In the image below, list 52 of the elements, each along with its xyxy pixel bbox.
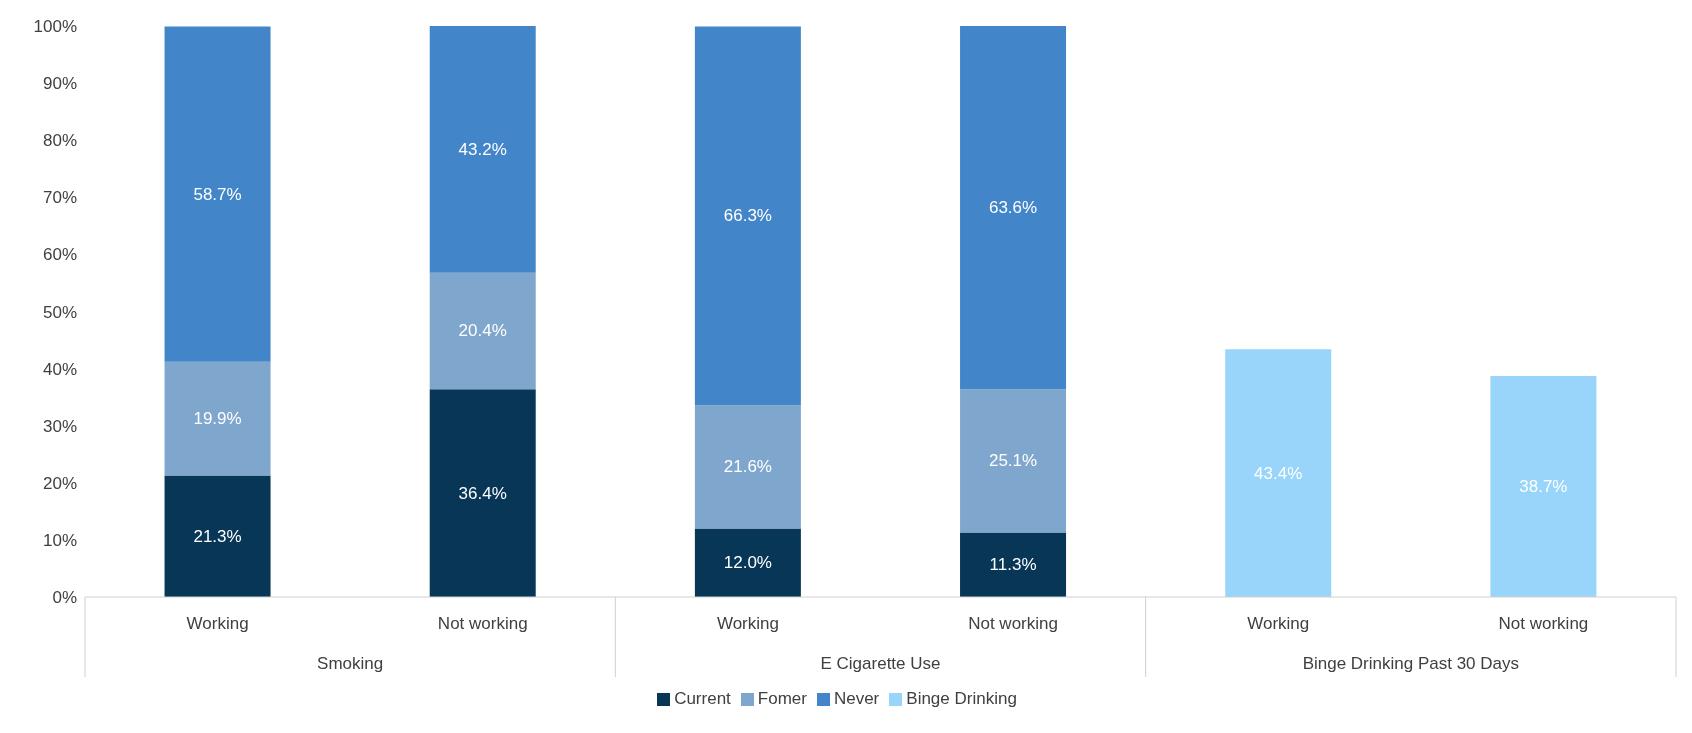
bar <box>1225 349 1332 597</box>
data-label: 12.0% <box>723 553 772 573</box>
data-label: 58.7% <box>193 184 242 204</box>
legend-label: Current <box>674 689 731 708</box>
text: Smoking <box>317 654 384 673</box>
y-tick-label: 10% <box>42 530 77 550</box>
x-tick-label: Working <box>186 614 249 633</box>
bar <box>429 272 536 390</box>
legend-label: Never <box>833 689 880 708</box>
x-tick-label: Not working <box>968 614 1058 633</box>
data-label: 20.4% <box>458 321 507 341</box>
y-tick-label: 60% <box>42 245 77 265</box>
bar <box>960 532 1067 597</box>
legend-label: Binge Drinking <box>906 689 1017 708</box>
bar <box>694 26 801 406</box>
bar <box>1490 376 1597 597</box>
bar <box>164 361 271 476</box>
bar <box>429 389 536 597</box>
y-tick-label: 90% <box>42 74 77 94</box>
y-tick-label: 30% <box>42 416 77 436</box>
legend-label: Fomer <box>757 689 807 708</box>
data-label: 11.3% <box>989 555 1037 575</box>
data-label: 43.2% <box>458 139 507 159</box>
x-tick-label: Working <box>1247 614 1310 633</box>
data-label: 63.6% <box>988 198 1038 218</box>
data-label: 66.3% <box>723 206 772 226</box>
bar <box>164 475 271 597</box>
data-label: 21.3% <box>193 526 242 546</box>
text: E Cigarette Use <box>820 654 941 673</box>
bar <box>429 26 536 273</box>
y-tick-label: 100% <box>33 17 77 37</box>
data-label: 25.1% <box>988 451 1038 471</box>
y-tick-label: 40% <box>42 359 77 379</box>
x-tick-label: Not working <box>437 614 528 633</box>
x-tick-label: Not working <box>1498 614 1589 633</box>
y-tick-label: 0% <box>52 588 77 608</box>
data-label: 43.4% <box>1254 463 1303 483</box>
text: Binge Drinking Past 30 Days <box>1302 654 1520 673</box>
y-tick-label: 80% <box>42 131 77 151</box>
data-label: 38.7% <box>1519 477 1568 497</box>
y-tick-label: 20% <box>42 473 77 493</box>
bar <box>960 389 1067 533</box>
data-label: 21.6% <box>723 457 772 477</box>
bar <box>694 405 801 529</box>
data-label: 36.4% <box>458 483 507 503</box>
x-tick-label: Working <box>716 614 779 633</box>
y-tick-label: 50% <box>42 302 77 322</box>
bar <box>694 528 801 597</box>
y-tick-label: 70% <box>42 188 77 208</box>
bar <box>960 26 1067 390</box>
bar <box>164 26 271 362</box>
data-label: 19.9% <box>193 409 242 429</box>
